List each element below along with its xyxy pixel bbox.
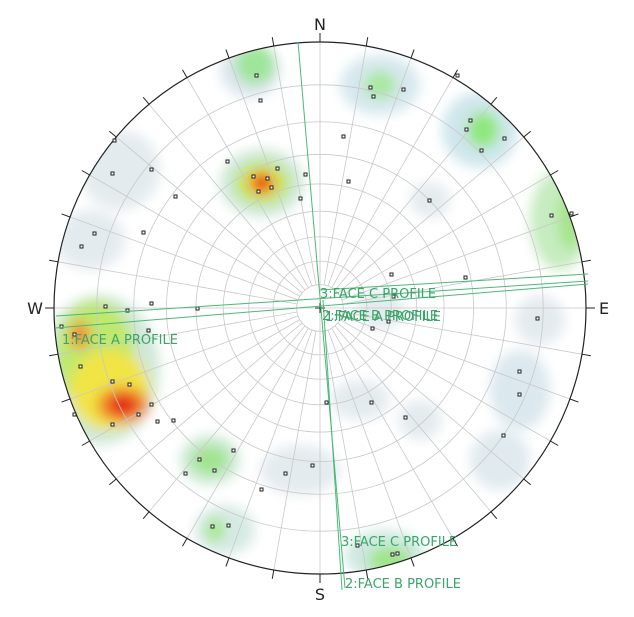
profile-label: 3:FACE C PROFILE xyxy=(320,287,436,302)
compass-labels: N E S W xyxy=(27,15,609,604)
grid-radial xyxy=(323,45,367,286)
primitive-circle xyxy=(53,41,587,575)
tick-mark xyxy=(581,353,591,357)
tick-mark xyxy=(569,213,579,218)
tick-mark xyxy=(182,69,188,78)
compass-south: S xyxy=(315,585,325,604)
tick-mark xyxy=(49,353,59,357)
tick-mark xyxy=(61,398,71,403)
tick-mark xyxy=(550,170,559,176)
grid-radial xyxy=(327,57,412,287)
tick-mark xyxy=(452,538,458,547)
tick-mark xyxy=(569,398,579,403)
grid-radial xyxy=(334,325,492,513)
tick-mark xyxy=(81,170,90,176)
tick-mark xyxy=(182,538,188,547)
grid-radial xyxy=(331,77,454,289)
grid-radial xyxy=(57,261,298,305)
tick-mark xyxy=(365,569,369,579)
tick-mark xyxy=(581,259,591,263)
grid-radial xyxy=(148,325,306,513)
grid-radial xyxy=(341,315,571,400)
grid-radial xyxy=(337,136,525,294)
tick-mark xyxy=(550,440,559,446)
tick-mark xyxy=(365,37,369,47)
grid-radial xyxy=(337,322,525,480)
grid-radial xyxy=(228,329,313,559)
grid-radial xyxy=(69,216,299,301)
grid-radial xyxy=(339,174,551,297)
profile-label: 2:FACE B PROFILE xyxy=(345,577,461,592)
tick-mark xyxy=(271,37,275,47)
grid-radial xyxy=(327,329,412,559)
grid-radial xyxy=(342,261,583,305)
tick-mark xyxy=(452,69,458,78)
profile-labels: 1:FACE A PROFILE 1:FACE A PROFILE 2:FACE… xyxy=(62,287,461,592)
grid-radial xyxy=(334,103,492,291)
tick-mark xyxy=(225,49,230,59)
tick-mark xyxy=(142,511,150,519)
polar-grid xyxy=(45,33,595,583)
tick-mark xyxy=(490,97,498,105)
tick-mark xyxy=(61,213,71,218)
grid-radial xyxy=(148,103,306,291)
grid-radial xyxy=(273,330,317,571)
tick-mark xyxy=(523,130,531,138)
tick-mark xyxy=(109,130,117,138)
tick-mark xyxy=(271,569,275,579)
tick-mark xyxy=(410,49,415,59)
grid-radial xyxy=(115,136,303,294)
profile-label: 2:FACE B PROFILE xyxy=(322,309,438,324)
density-contours xyxy=(54,42,586,574)
tick-mark xyxy=(49,259,59,263)
tick-mark xyxy=(109,478,117,486)
tick-mark xyxy=(490,511,498,519)
grid-radial xyxy=(228,57,313,287)
grid-radial xyxy=(342,311,583,355)
grid-radial xyxy=(186,77,309,289)
grid-radial xyxy=(69,315,299,400)
tick-mark xyxy=(523,478,531,486)
grid-radial xyxy=(323,330,367,571)
grid-radial xyxy=(339,319,551,442)
profile-lines xyxy=(54,41,589,591)
profile-label: 1:FACE A PROFILE xyxy=(325,310,441,325)
tick-mark xyxy=(142,97,150,105)
compass-east: E xyxy=(599,299,609,318)
grid-radial xyxy=(273,45,317,286)
compass-west: W xyxy=(27,299,43,318)
grid-radial xyxy=(115,322,303,480)
tick-mark xyxy=(225,557,230,567)
profile-label: 3:FACE C PROFILE xyxy=(341,535,457,550)
grid-radial xyxy=(331,327,454,539)
grid-radial xyxy=(89,319,301,442)
profile-label: 1:FACE A PROFILE xyxy=(62,333,178,348)
grid-radial xyxy=(186,327,309,539)
grid-radial xyxy=(57,311,298,355)
compass-north: N xyxy=(314,15,326,34)
grid-radial xyxy=(89,174,301,297)
tick-mark xyxy=(81,440,90,446)
tick-mark xyxy=(410,557,415,567)
poles xyxy=(59,73,574,557)
